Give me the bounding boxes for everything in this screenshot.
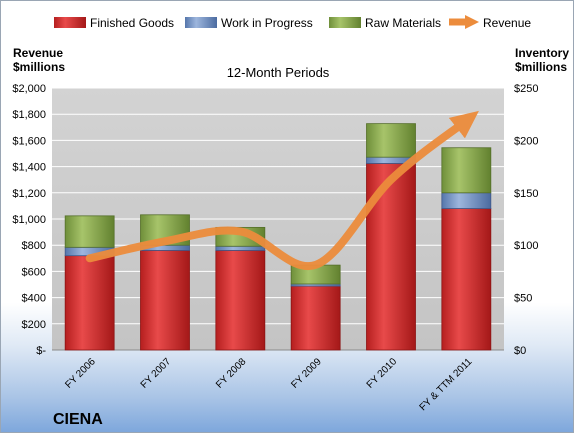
right-tick-label: $100 <box>514 240 538 252</box>
bar-finished-goods <box>140 250 190 351</box>
revenue-line-group <box>85 110 479 271</box>
bars <box>64 123 492 351</box>
legend-work-in-progress-label: Work in Progress <box>221 16 313 30</box>
right-tick-label: $0 <box>514 345 526 357</box>
category-label: FY & TTM 2011 <box>418 356 475 413</box>
category-label: FY 2008 <box>214 356 249 391</box>
left-tick-label: $1,400 <box>12 162 46 174</box>
legend-revenue-label: Revenue <box>483 16 531 30</box>
left-tick-label: $200 <box>22 319 46 331</box>
bar-raw-materials <box>366 123 416 158</box>
left-tick-label: $1,200 <box>12 188 46 200</box>
right-tick-label: $250 <box>514 83 538 95</box>
legend: Finished Goods Work in Progress Raw Mate… <box>54 15 531 30</box>
right-axis-title-line1: Inventory <box>515 46 569 60</box>
right-axis-ticks: $0 $50 $100 $150 $200 $250 <box>514 83 538 357</box>
left-axis-title-line2: $millions <box>13 60 65 74</box>
bar-work-in-progress <box>215 245 266 251</box>
right-tick-label: $150 <box>514 188 538 200</box>
bar-finished-goods <box>64 255 115 351</box>
category-labels: FY 2006 FY 2007 FY 2008 FY 2009 FY 2010 FY & … <box>63 356 474 413</box>
company-name: CIENA <box>53 411 103 428</box>
left-tick-label: $1,600 <box>12 135 46 147</box>
bar-raw-materials <box>64 215 115 248</box>
legend-raw-materials: Raw Materials <box>329 16 441 30</box>
left-tick-label: $1,000 <box>12 214 46 226</box>
left-tick-label: $800 <box>22 240 46 252</box>
bar-work-in-progress <box>441 192 492 209</box>
left-tick-label: $2,000 <box>12 83 46 95</box>
legend-revenue: Revenue <box>449 15 531 30</box>
category-label: FY 2007 <box>139 356 174 391</box>
left-tick-label: $- <box>36 345 46 357</box>
category-label: FY 2010 <box>365 356 400 391</box>
bar-raw-materials <box>441 147 492 194</box>
left-tick-label: $600 <box>22 266 46 278</box>
revenue-line <box>85 110 479 271</box>
category-label: FY 2006 <box>63 356 98 391</box>
left-tick-label: $400 <box>22 293 46 305</box>
right-tick-label: $50 <box>514 293 532 305</box>
left-axis-title-line1: Revenue <box>13 46 63 60</box>
legend-work-in-progress: Work in Progress <box>185 16 313 30</box>
left-tick-label: $1,800 <box>12 109 46 121</box>
right-tick-label: $200 <box>514 135 538 147</box>
bar-finished-goods <box>366 163 416 351</box>
legend-finished-goods-label: Finished Goods <box>90 16 174 30</box>
bar-finished-goods <box>215 250 266 351</box>
legend-finished-goods: Finished Goods <box>54 16 174 30</box>
left-axis-ticks: $- $200 $400 $600 $800 $1,000 $1,200 $1,400 $1,6… <box>12 83 46 357</box>
chart-title: 12-Month Periods <box>227 65 330 80</box>
gridlines <box>52 87 504 351</box>
bar-finished-goods <box>441 208 492 351</box>
right-axis-title-line2: $millions <box>515 60 567 74</box>
legend-raw-materials-label: Raw Materials <box>365 16 441 30</box>
bar-finished-goods <box>290 285 341 351</box>
category-label: FY 2009 <box>289 356 324 391</box>
